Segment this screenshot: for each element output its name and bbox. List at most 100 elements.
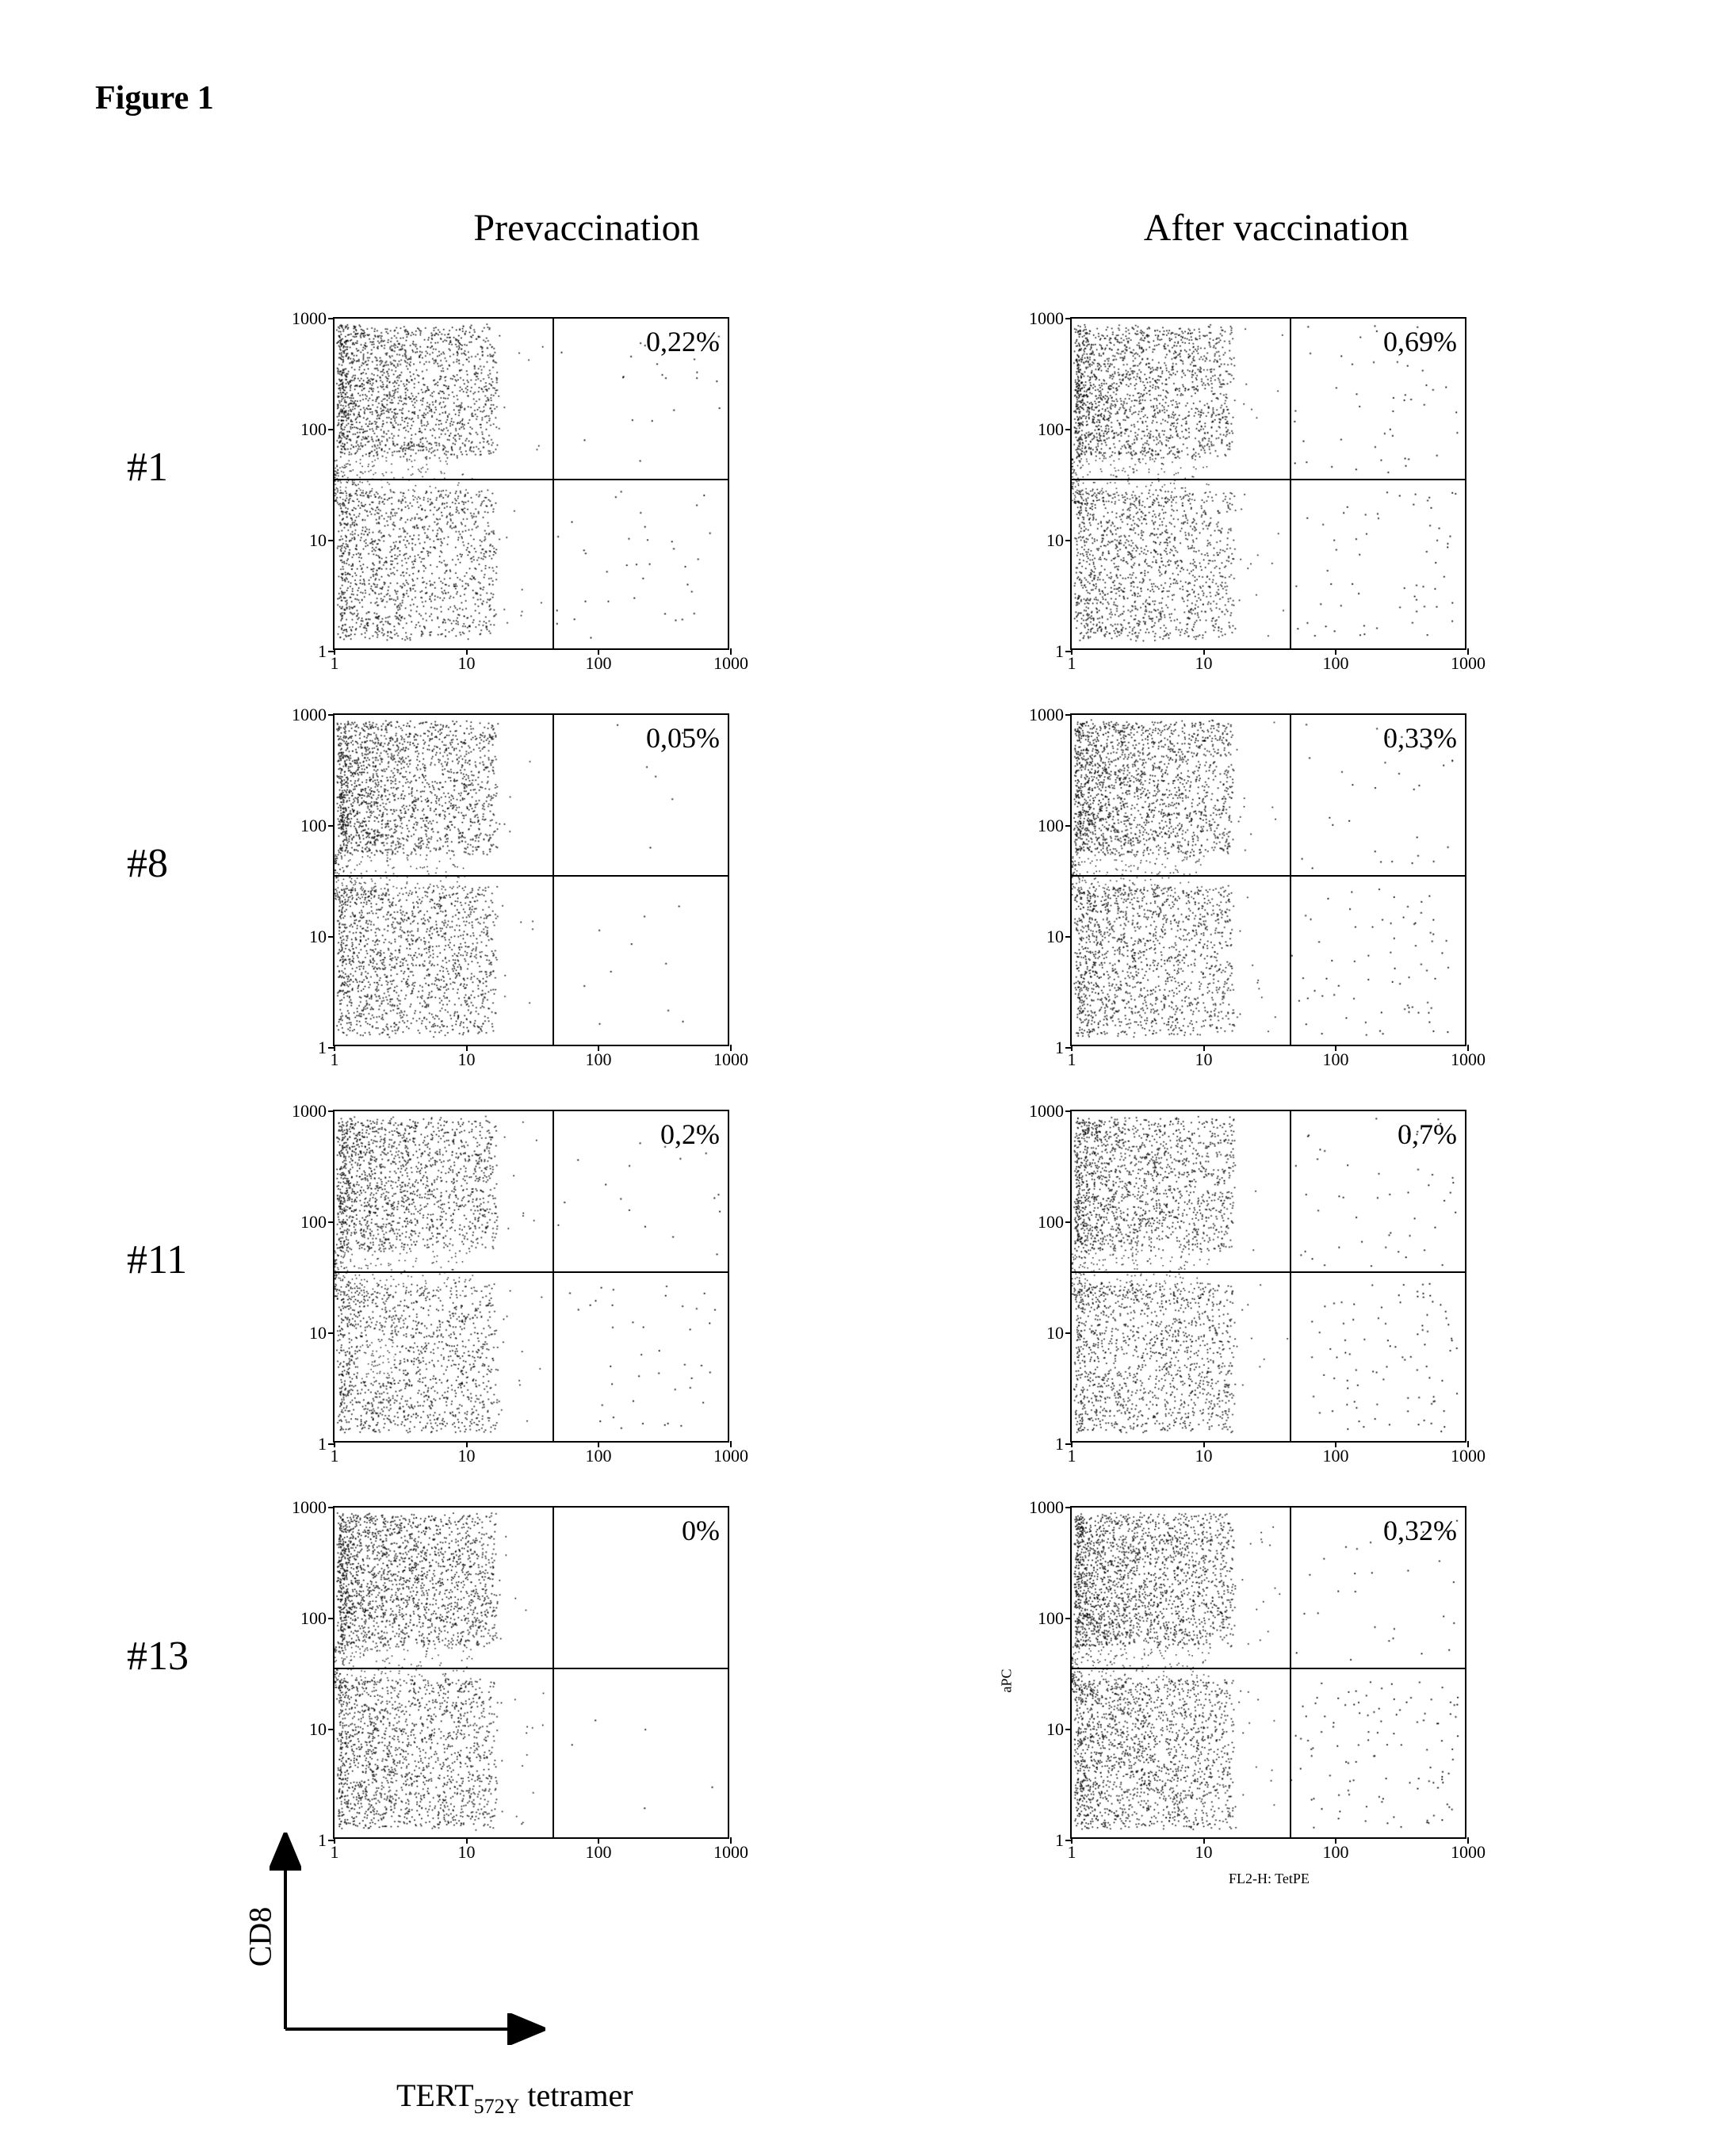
- col-header-pre: Prevaccination: [428, 206, 745, 250]
- percent-label: 0,22%: [646, 325, 720, 358]
- y-tick-label: 1000: [292, 705, 335, 725]
- y-tick-label: 1000: [1029, 1497, 1072, 1518]
- x-tick-label: 100: [586, 1441, 612, 1466]
- figure-label: Figure 1: [95, 79, 214, 117]
- y-tick-label: 100: [1038, 419, 1072, 440]
- scatter-plot: 0,22%11010010001101001000: [333, 317, 729, 650]
- scatter-canvas: [335, 1111, 728, 1441]
- percent-label: 0%: [682, 1514, 720, 1547]
- x-tick-label: 1: [331, 1441, 339, 1466]
- small-y-axis-label: aPC: [999, 1668, 1015, 1692]
- percent-label: 0,05%: [646, 721, 720, 755]
- quadrant-line-vertical: [1290, 1508, 1291, 1837]
- x-tick-label: 100: [586, 648, 612, 674]
- row-label: #8: [127, 840, 168, 887]
- x-tick-label: 10: [1195, 1441, 1213, 1466]
- y-tick-label: 100: [1038, 1212, 1072, 1233]
- x-tick-label: 1000: [1451, 1045, 1486, 1070]
- quadrant-line-vertical: [553, 1111, 554, 1441]
- x-axis-label-sub: 572Y: [474, 2095, 520, 2118]
- y-tick-label: 100: [300, 1608, 335, 1629]
- quadrant-line-vertical: [1290, 715, 1291, 1045]
- percent-label: 0,32%: [1383, 1514, 1457, 1547]
- x-tick-label: 100: [1323, 1837, 1349, 1863]
- y-tick-label: 10: [309, 1719, 335, 1740]
- y-tick-label: 10: [1046, 927, 1072, 947]
- y-tick-label: 100: [1038, 816, 1072, 836]
- y-tick-label: 100: [300, 419, 335, 440]
- scatter-canvas: [335, 715, 728, 1045]
- y-tick-label: 10: [309, 1323, 335, 1343]
- scatter-plot: 0,69%11010010001101001000: [1070, 317, 1466, 650]
- x-tick-label: 10: [1195, 1045, 1213, 1070]
- x-tick-label: 10: [458, 1441, 476, 1466]
- y-tick-label: 1000: [1029, 705, 1072, 725]
- x-tick-label: 10: [1195, 1837, 1213, 1863]
- x-axis-label-suffix: tetramer: [519, 2077, 633, 2113]
- scatter-plot: 0,33%11010010001101001000: [1070, 713, 1466, 1046]
- quadrant-line-vertical: [1290, 1111, 1291, 1441]
- scatter-canvas: [1072, 715, 1465, 1045]
- quadrant-line-horizontal: [335, 875, 728, 877]
- scatter-plot: 0,05%11010010001101001000: [333, 713, 729, 1046]
- y-axis-label: CD8: [241, 1907, 278, 1967]
- y-tick-label: 1000: [292, 1497, 335, 1518]
- row-label: #11: [127, 1236, 187, 1283]
- scatter-plot: 0,7%11010010001101001000: [1070, 1110, 1466, 1443]
- y-tick-label: 10: [309, 927, 335, 947]
- scatter-plot: 0,32%11010010001101001000: [1070, 1506, 1466, 1839]
- x-tick-label: 1: [1068, 1441, 1076, 1466]
- x-tick-label: 1000: [713, 1837, 748, 1863]
- x-tick-label: 100: [586, 1837, 612, 1863]
- quadrant-line-horizontal: [1072, 1668, 1465, 1669]
- x-tick-label: 1: [331, 648, 339, 674]
- x-tick-label: 10: [1195, 648, 1213, 674]
- x-tick-label: 1000: [1451, 1441, 1486, 1466]
- x-tick-label: 1: [1068, 1837, 1076, 1863]
- x-tick-label: 100: [1323, 1045, 1349, 1070]
- quadrant-line-horizontal: [335, 1271, 728, 1273]
- quadrant-line-vertical: [553, 1508, 554, 1837]
- small-x-axis-label: FL2-H: TetPE: [1229, 1871, 1310, 1887]
- x-tick-label: 100: [1323, 648, 1349, 674]
- x-tick-label: 1000: [1451, 1837, 1486, 1863]
- row-label: #13: [127, 1633, 189, 1680]
- scatter-plot: 0,2%11010010001101001000: [333, 1110, 729, 1443]
- x-tick-label: 10: [458, 1045, 476, 1070]
- x-tick-label: 1000: [713, 648, 748, 674]
- x-tick-label: 1: [1068, 648, 1076, 674]
- scatter-canvas: [335, 319, 728, 648]
- scatter-canvas: [1072, 1111, 1465, 1441]
- y-tick-label: 1000: [292, 308, 335, 329]
- x-tick-label: 1000: [713, 1441, 748, 1466]
- percent-label: 0,69%: [1383, 325, 1457, 358]
- y-tick-label: 10: [1046, 1323, 1072, 1343]
- scatter-canvas: [1072, 1508, 1465, 1837]
- quadrant-line-horizontal: [335, 479, 728, 480]
- x-tick-label: 100: [586, 1045, 612, 1070]
- scatter-canvas: [335, 1508, 728, 1837]
- quadrant-line-vertical: [1290, 319, 1291, 648]
- percent-label: 0,7%: [1398, 1118, 1457, 1151]
- x-tick-label: 1000: [713, 1045, 748, 1070]
- scatter-plot: 0%11010010001101001000: [333, 1506, 729, 1839]
- quadrant-line-vertical: [553, 319, 554, 648]
- x-tick-label: 100: [1323, 1441, 1349, 1466]
- y-tick-label: 10: [1046, 1719, 1072, 1740]
- y-tick-label: 1000: [1029, 1101, 1072, 1122]
- y-tick-label: 1000: [292, 1101, 335, 1122]
- x-tick-label: 1: [331, 1045, 339, 1070]
- x-tick-label: 1000: [1451, 648, 1486, 674]
- quadrant-line-vertical: [553, 715, 554, 1045]
- y-tick-label: 100: [1038, 1608, 1072, 1629]
- row-label: #1: [127, 444, 168, 491]
- y-tick-label: 10: [1046, 530, 1072, 551]
- y-tick-label: 1000: [1029, 308, 1072, 329]
- quadrant-line-horizontal: [335, 1668, 728, 1669]
- x-axis-label-prefix: TERT: [396, 2077, 474, 2113]
- percent-label: 0,33%: [1383, 721, 1457, 755]
- y-tick-label: 100: [300, 816, 335, 836]
- quadrant-line-horizontal: [1072, 1271, 1465, 1273]
- quadrant-line-horizontal: [1072, 479, 1465, 480]
- percent-label: 0,2%: [660, 1118, 720, 1151]
